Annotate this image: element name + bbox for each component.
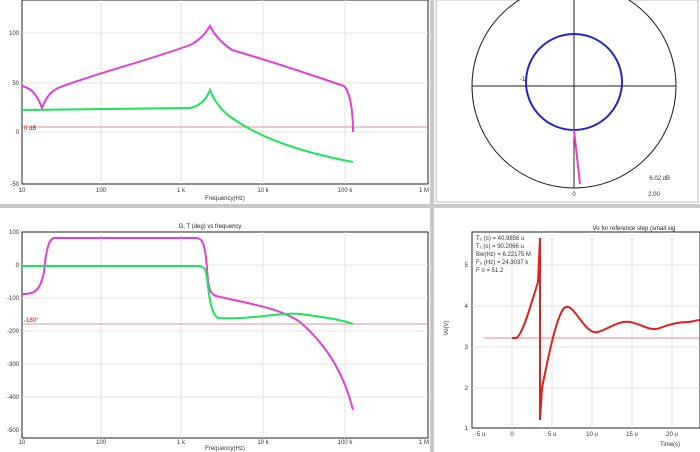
step-x-ticks: -5 u 0 5 u 10 u 15 u 20 u <box>475 432 678 438</box>
svg-text:10 k: 10 k <box>257 188 269 194</box>
svg-text:-200: -200 <box>7 329 20 335</box>
step-y-axis-label: Vo(V) <box>444 320 450 335</box>
svg-text:-50: -50 <box>10 182 19 188</box>
svg-text:100 k: 100 k <box>338 440 354 446</box>
nyquist-plot: -1 6.02 dB 0 2.00 <box>435 0 699 203</box>
phase-plot-panel[interactable]: G, T (deg) vs frequency 100 0 -100 -200 … <box>0 208 430 452</box>
step-y-ticks: 5 4 3 2 1 <box>465 263 469 432</box>
svg-text:5 u: 5 u <box>548 432 556 438</box>
phase-y-ticks: 100 0 -100 -200 -300 -400 -500 <box>7 230 20 434</box>
svg-text:10: 10 <box>19 440 26 446</box>
svg-text:0: 0 <box>16 130 20 136</box>
step-plot-title: Vo for reference step (small sig <box>593 226 676 232</box>
svg-text:5: 5 <box>465 263 469 269</box>
annotation-bw: Bw(Hz) = 6.22175 M <box>476 252 531 258</box>
nyquist-x-tick-1: 2.00 <box>648 192 660 198</box>
svg-text:10 k: 10 k <box>257 440 269 446</box>
svg-text:4: 4 <box>465 304 469 310</box>
svg-text:0: 0 <box>16 263 20 269</box>
svg-text:15 u: 15 u <box>626 432 638 438</box>
annotation-t0: T₀ (s) = 40.9856 u <box>476 236 524 242</box>
nyquist-magenta-trace <box>573 129 581 185</box>
annotation-f: F ≡ = 51.2 <box>476 268 504 274</box>
svg-text:2: 2 <box>465 386 469 392</box>
svg-text:1 M: 1 M <box>419 440 429 446</box>
phase-plot: G, T (deg) vs frequency 100 0 -100 -200 … <box>7 224 429 452</box>
svg-text:20 u: 20 u <box>666 432 678 438</box>
svg-text:50: 50 <box>12 81 19 87</box>
svg-text:-5 u: -5 u <box>475 432 485 438</box>
phase-plot-title: G, T (deg) vs frequency <box>179 224 242 230</box>
svg-text:-300: -300 <box>7 362 20 368</box>
magnitude-grid <box>22 0 428 184</box>
step-response-red-curve <box>512 237 700 421</box>
step-x-axis-label: Time(s) <box>660 442 680 448</box>
phase-green-curve <box>22 265 354 325</box>
db-circle-label: 6.02 dB <box>649 176 670 182</box>
magnitude-y-ticks: 100 50 0 -50 <box>9 31 20 188</box>
svg-text:10 u: 10 u <box>586 432 598 438</box>
svg-text:1 M: 1 M <box>419 188 429 194</box>
step-response-plot: Vo for reference step (small sig T₀ (s) … <box>444 226 700 448</box>
step-response-panel[interactable]: Vo for reference step (small sig T₀ (s) … <box>434 208 700 452</box>
nyquist-x-tick-0: 0 <box>572 192 576 198</box>
horizontal-divider[interactable] <box>0 204 700 208</box>
magnitude-magenta-curve <box>21 23 354 133</box>
svg-text:1: 1 <box>465 426 469 432</box>
magnitude-green-curve <box>21 87 354 163</box>
minus-one-label: -1 <box>520 77 526 83</box>
svg-text:10: 10 <box>19 188 26 194</box>
magnitude-x-axis-label: Frequency(Hz) <box>205 196 245 202</box>
annotation-t1: T₁ (s) = 90.2066 u <box>476 244 524 250</box>
svg-text:100 k: 100 k <box>338 188 354 194</box>
svg-text:100: 100 <box>9 31 20 37</box>
magnitude-frame <box>21 0 429 185</box>
svg-text:3: 3 <box>465 345 469 351</box>
nyquist-plot-panel[interactable]: -1 6.02 dB 0 2.00 <box>434 0 700 204</box>
svg-text:0: 0 <box>510 432 514 438</box>
magnitude-plot: 100 50 0 -50 0 dB 10 100 1 k 10 k 100 k … <box>9 0 429 202</box>
phase-x-ticks: 10 100 1 k 10 k 100 k 1 M <box>19 440 429 446</box>
magnitude-plot-panel[interactable]: 100 50 0 -50 0 dB 10 100 1 k 10 k 100 k … <box>0 0 430 204</box>
svg-text:1 k: 1 k <box>177 188 186 194</box>
annotation-f0: F₀ (Hz) = 24.3037 k <box>476 260 529 266</box>
svg-text:-500: -500 <box>7 428 20 434</box>
step-annotations: T₀ (s) = 40.9856 u T₁ (s) = 90.2066 u Bw… <box>476 236 531 274</box>
vertical-divider[interactable] <box>430 0 434 452</box>
svg-text:-100: -100 <box>7 296 20 302</box>
svg-text:100: 100 <box>96 440 107 446</box>
zero-db-label: 0 dB <box>24 126 36 132</box>
svg-text:100: 100 <box>96 188 107 194</box>
minus-180-label: -180° <box>24 318 39 324</box>
phase-x-axis-label: Frequency(Hz) <box>205 446 245 452</box>
svg-text:-400: -400 <box>7 395 20 401</box>
phase-grid <box>22 232 428 438</box>
step-grid <box>472 232 700 428</box>
magnitude-x-ticks: 10 100 1 k 10 k 100 k 1 M <box>19 188 429 194</box>
phase-frame <box>21 231 429 439</box>
svg-text:100: 100 <box>9 230 20 236</box>
svg-text:1 k: 1 k <box>177 440 186 446</box>
